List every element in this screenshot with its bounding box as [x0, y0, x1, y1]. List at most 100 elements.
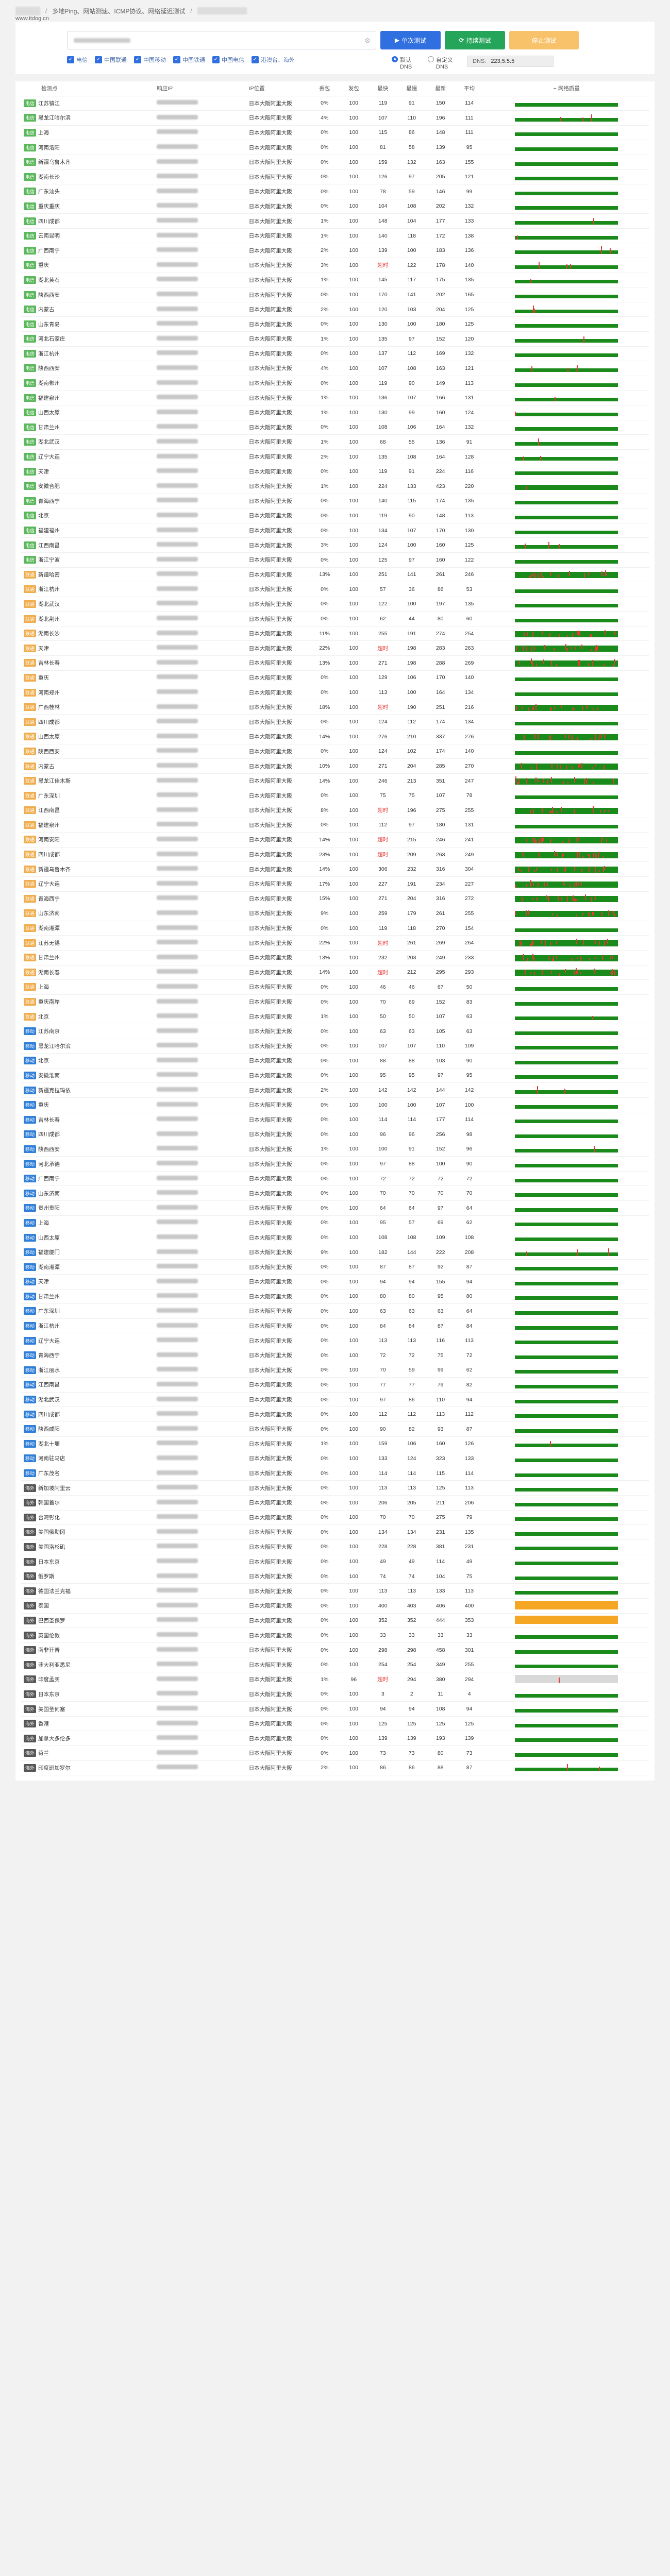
quality-sparkline[interactable]	[515, 1292, 618, 1301]
host-input[interactable]: ⊗	[67, 31, 376, 49]
quality-sparkline[interactable]	[515, 894, 618, 903]
quality-sparkline[interactable]	[515, 1218, 618, 1227]
quality-sparkline[interactable]	[515, 820, 618, 829]
quality-sparkline[interactable]	[515, 1469, 618, 1478]
quality-sparkline[interactable]	[515, 1425, 618, 1434]
quality-sparkline[interactable]	[515, 1557, 618, 1566]
quality-sparkline[interactable]	[515, 1749, 618, 1758]
quality-sparkline[interactable]	[515, 982, 618, 992]
quality-sparkline[interactable]	[515, 526, 618, 535]
quality-sparkline[interactable]	[515, 467, 618, 476]
quality-sparkline[interactable]	[515, 1204, 618, 1213]
col-geo[interactable]: IP位置	[248, 81, 310, 96]
quality-sparkline[interactable]	[515, 1321, 618, 1331]
quality-sparkline[interactable]	[515, 1144, 618, 1154]
quality-sparkline[interactable]	[515, 585, 618, 594]
col-sent[interactable]: 发包	[339, 81, 368, 96]
quality-sparkline[interactable]	[515, 1660, 618, 1669]
quality-sparkline[interactable]	[515, 1601, 618, 1611]
quality-sparkline[interactable]	[515, 540, 618, 550]
quality-sparkline[interactable]	[515, 1542, 618, 1551]
quality-sparkline[interactable]	[515, 393, 618, 402]
quality-sparkline[interactable]	[515, 261, 618, 270]
quality-sparkline[interactable]	[515, 113, 618, 123]
quality-sparkline[interactable]	[515, 1689, 618, 1699]
quality-sparkline[interactable]	[515, 1086, 618, 1095]
quality-sparkline[interactable]	[515, 879, 618, 889]
col-last[interactable]: 最新	[426, 81, 455, 96]
home-link[interactable]: 首页首页	[15, 6, 41, 15]
quality-sparkline[interactable]	[515, 1262, 618, 1272]
quality-sparkline[interactable]	[515, 482, 618, 491]
quality-sparkline[interactable]	[515, 1336, 618, 1345]
quality-sparkline[interactable]	[515, 1454, 618, 1463]
quality-sparkline[interactable]	[515, 1734, 618, 1743]
isp-filter-checkbox[interactable]: ✓ 中国铁通	[173, 56, 205, 64]
quality-sparkline[interactable]	[515, 158, 618, 167]
quality-sparkline[interactable]	[515, 968, 618, 977]
quality-sparkline[interactable]	[515, 1719, 618, 1728]
quality-sparkline[interactable]	[515, 437, 618, 447]
quality-sparkline[interactable]	[515, 805, 618, 815]
quality-sparkline[interactable]	[515, 1277, 618, 1286]
breadcrumb-item[interactable]: 多地Ping、网站测速、ICMP协议、网络延迟测试	[52, 7, 186, 15]
quality-sparkline[interactable]	[515, 305, 618, 314]
quality-sparkline[interactable]	[515, 334, 618, 344]
quality-sparkline[interactable]	[515, 1351, 618, 1360]
quality-sparkline[interactable]	[515, 1586, 618, 1596]
quality-sparkline[interactable]	[515, 231, 618, 241]
dns-field[interactable]: DNS: 223.5.5.5	[467, 56, 554, 67]
quality-sparkline[interactable]	[515, 1365, 618, 1375]
quality-sparkline[interactable]	[515, 511, 618, 520]
quality-sparkline[interactable]	[515, 643, 618, 653]
quality-sparkline[interactable]	[515, 1646, 618, 1655]
quality-sparkline[interactable]	[515, 379, 618, 388]
quality-sparkline[interactable]	[515, 1130, 618, 1139]
col-ip[interactable]: 响应IP	[157, 81, 249, 96]
quality-sparkline[interactable]	[515, 717, 618, 726]
quality-sparkline[interactable]	[515, 997, 618, 1007]
single-test-button[interactable]: ▶ 单次测试	[380, 31, 441, 49]
quality-sparkline[interactable]	[515, 776, 618, 786]
quality-sparkline[interactable]	[515, 319, 618, 329]
quality-sparkline[interactable]	[515, 1189, 618, 1198]
quality-sparkline[interactable]	[515, 1395, 618, 1404]
quality-sparkline[interactable]	[515, 1631, 618, 1640]
quality-sparkline[interactable]	[515, 1483, 618, 1493]
quality-sparkline[interactable]	[515, 349, 618, 358]
quality-sparkline[interactable]	[515, 98, 618, 108]
quality-sparkline[interactable]	[515, 599, 618, 608]
col-min[interactable]: 最快	[368, 81, 397, 96]
quality-sparkline[interactable]	[515, 1572, 618, 1581]
quality-sparkline[interactable]	[515, 614, 618, 623]
quality-sparkline[interactable]	[515, 761, 618, 771]
quality-sparkline[interactable]	[515, 703, 618, 712]
quality-sparkline[interactable]	[515, 496, 618, 505]
quality-sparkline[interactable]	[515, 673, 618, 682]
quality-sparkline[interactable]	[515, 1410, 618, 1419]
quality-sparkline[interactable]	[515, 924, 618, 933]
quality-sparkline[interactable]	[515, 172, 618, 181]
quality-sparkline[interactable]	[515, 1498, 618, 1507]
quality-sparkline[interactable]	[515, 835, 618, 844]
quality-sparkline[interactable]	[515, 364, 618, 373]
quality-sparkline[interactable]	[515, 747, 618, 756]
col-graph[interactable]: ⌁ 网络质量	[483, 81, 649, 96]
quality-sparkline[interactable]	[515, 275, 618, 284]
quality-sparkline[interactable]	[515, 909, 618, 918]
quality-sparkline[interactable]	[515, 938, 618, 947]
isp-filter-checkbox[interactable]: ✓ 中国移动	[134, 56, 166, 64]
quality-sparkline[interactable]	[515, 1763, 618, 1772]
col-location[interactable]: 检测点	[21, 81, 157, 96]
isp-filter-checkbox[interactable]: ✓ 电信	[67, 56, 88, 64]
clear-icon[interactable]: ⊗	[364, 36, 371, 44]
isp-filter-checkbox[interactable]: ✓ 港澳台、海外	[252, 56, 295, 64]
quality-sparkline[interactable]	[515, 658, 618, 668]
quality-sparkline[interactable]	[515, 1307, 618, 1316]
dns-default-radio[interactable]: 默认DNS	[392, 56, 421, 70]
quality-sparkline[interactable]	[515, 452, 618, 462]
quality-sparkline[interactable]	[515, 422, 618, 432]
quality-sparkline[interactable]	[515, 732, 618, 741]
quality-sparkline[interactable]	[515, 1012, 618, 1021]
quality-sparkline[interactable]	[515, 1041, 618, 1050]
